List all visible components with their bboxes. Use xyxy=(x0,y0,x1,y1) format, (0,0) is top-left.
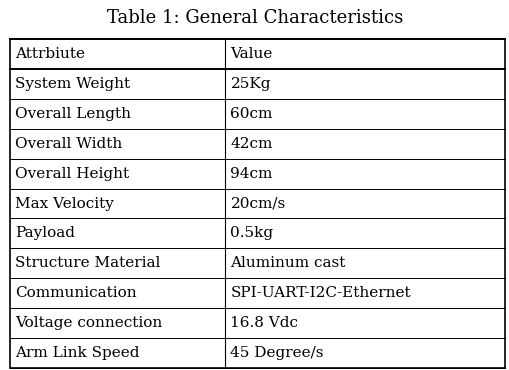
Text: Payload: Payload xyxy=(15,226,75,240)
Text: SPI-UART-I2C-Ethernet: SPI-UART-I2C-Ethernet xyxy=(230,286,410,300)
Text: 20cm/s: 20cm/s xyxy=(230,196,285,211)
Text: 0.5kg: 0.5kg xyxy=(230,226,273,240)
Text: 16.8 Vdc: 16.8 Vdc xyxy=(230,316,298,330)
Text: Arm Link Speed: Arm Link Speed xyxy=(15,346,139,360)
Text: Value: Value xyxy=(230,47,272,61)
Text: Overall Width: Overall Width xyxy=(15,137,122,151)
Text: Max Velocity: Max Velocity xyxy=(15,196,114,211)
Text: 60cm: 60cm xyxy=(230,107,272,121)
Bar xyxy=(10,39,504,368)
Text: 45 Degree/s: 45 Degree/s xyxy=(230,346,323,360)
Text: 25Kg: 25Kg xyxy=(230,77,270,91)
Text: Attrbiute: Attrbiute xyxy=(15,47,85,61)
Text: 94cm: 94cm xyxy=(230,166,272,181)
Text: System Weight: System Weight xyxy=(15,77,130,91)
Text: Structure Material: Structure Material xyxy=(15,256,160,270)
Text: Aluminum cast: Aluminum cast xyxy=(230,256,345,270)
Text: Table 1: General Characteristics: Table 1: General Characteristics xyxy=(107,9,402,27)
Text: Voltage connection: Voltage connection xyxy=(15,316,162,330)
Text: Overall Height: Overall Height xyxy=(15,166,129,181)
Text: Overall Length: Overall Length xyxy=(15,107,131,121)
Text: 42cm: 42cm xyxy=(230,137,272,151)
Text: Communication: Communication xyxy=(15,286,136,300)
